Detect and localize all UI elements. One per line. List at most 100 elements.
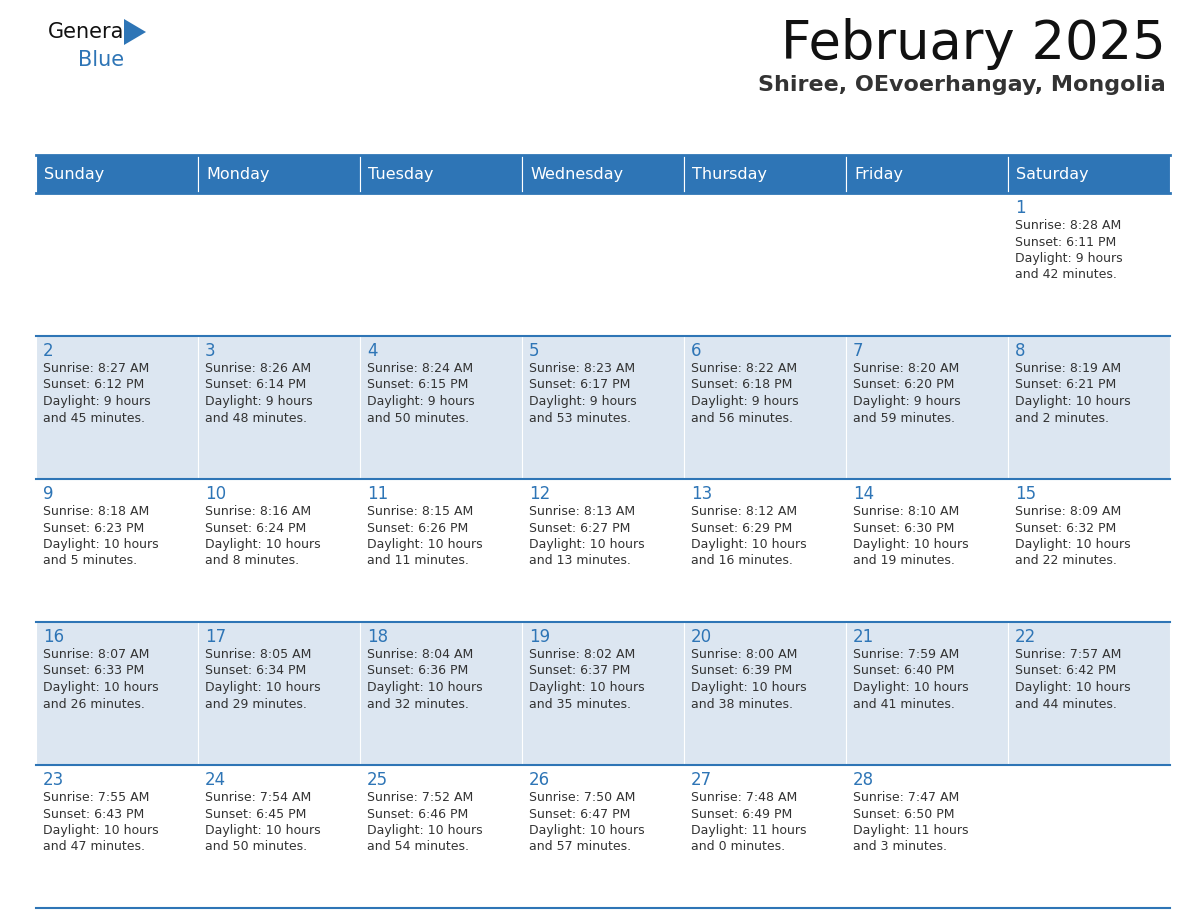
Text: and 56 minutes.: and 56 minutes. — [691, 411, 794, 424]
Text: and 13 minutes.: and 13 minutes. — [529, 554, 631, 567]
Text: 6: 6 — [691, 342, 701, 360]
Text: and 59 minutes.: and 59 minutes. — [853, 411, 955, 424]
Text: Sunset: 6:47 PM: Sunset: 6:47 PM — [529, 808, 631, 821]
Text: 3: 3 — [206, 342, 216, 360]
Text: and 29 minutes.: and 29 minutes. — [206, 698, 307, 711]
Text: Sunday: Sunday — [44, 166, 105, 182]
Text: Daylight: 10 hours: Daylight: 10 hours — [1015, 681, 1131, 694]
Text: Daylight: 10 hours: Daylight: 10 hours — [206, 681, 321, 694]
Text: Sunrise: 8:04 AM: Sunrise: 8:04 AM — [367, 648, 473, 661]
Text: Sunset: 6:45 PM: Sunset: 6:45 PM — [206, 808, 307, 821]
Bar — [846, 155, 1007, 193]
Text: Daylight: 10 hours: Daylight: 10 hours — [691, 538, 807, 551]
Text: and 50 minutes.: and 50 minutes. — [367, 411, 469, 424]
Text: and 5 minutes.: and 5 minutes. — [43, 554, 137, 567]
Text: Daylight: 11 hours: Daylight: 11 hours — [853, 824, 968, 837]
Text: Daylight: 9 hours: Daylight: 9 hours — [43, 395, 151, 408]
Text: 19: 19 — [529, 628, 550, 646]
Text: Daylight: 9 hours: Daylight: 9 hours — [529, 395, 637, 408]
Text: Sunset: 6:30 PM: Sunset: 6:30 PM — [853, 521, 954, 534]
Bar — [522, 155, 684, 193]
Text: Sunrise: 7:55 AM: Sunrise: 7:55 AM — [43, 791, 150, 804]
Bar — [522, 765, 684, 908]
Text: Daylight: 10 hours: Daylight: 10 hours — [1015, 538, 1131, 551]
Text: Sunset: 6:21 PM: Sunset: 6:21 PM — [1015, 378, 1117, 391]
Text: Sunset: 6:42 PM: Sunset: 6:42 PM — [1015, 665, 1117, 677]
Text: and 57 minutes.: and 57 minutes. — [529, 841, 631, 854]
Text: Daylight: 9 hours: Daylight: 9 hours — [206, 395, 312, 408]
Text: and 8 minutes.: and 8 minutes. — [206, 554, 299, 567]
Text: Daylight: 10 hours: Daylight: 10 hours — [206, 538, 321, 551]
Text: 26: 26 — [529, 771, 550, 789]
Text: 12: 12 — [529, 485, 550, 503]
Text: Daylight: 10 hours: Daylight: 10 hours — [43, 681, 159, 694]
Text: and 3 minutes.: and 3 minutes. — [853, 841, 947, 854]
Text: Sunrise: 8:15 AM: Sunrise: 8:15 AM — [367, 505, 473, 518]
Bar — [684, 336, 846, 479]
Text: Sunrise: 8:26 AM: Sunrise: 8:26 AM — [206, 362, 311, 375]
Text: Daylight: 10 hours: Daylight: 10 hours — [529, 681, 645, 694]
Text: and 35 minutes.: and 35 minutes. — [529, 698, 631, 711]
Text: Sunrise: 8:24 AM: Sunrise: 8:24 AM — [367, 362, 473, 375]
Text: and 22 minutes.: and 22 minutes. — [1015, 554, 1117, 567]
Bar — [522, 479, 684, 622]
Text: Daylight: 9 hours: Daylight: 9 hours — [1015, 252, 1123, 265]
Text: Thursday: Thursday — [691, 166, 767, 182]
Text: Wednesday: Wednesday — [530, 166, 624, 182]
Bar — [36, 155, 198, 193]
Bar — [36, 765, 198, 908]
Text: Daylight: 10 hours: Daylight: 10 hours — [529, 824, 645, 837]
Text: 17: 17 — [206, 628, 226, 646]
Text: Sunrise: 8:13 AM: Sunrise: 8:13 AM — [529, 505, 636, 518]
Bar — [522, 336, 684, 479]
Text: Daylight: 10 hours: Daylight: 10 hours — [43, 538, 159, 551]
Bar — [36, 479, 198, 622]
Text: Daylight: 10 hours: Daylight: 10 hours — [367, 824, 482, 837]
Text: 25: 25 — [367, 771, 388, 789]
Bar — [684, 765, 846, 908]
Text: 4: 4 — [367, 342, 378, 360]
Bar — [522, 193, 684, 336]
Text: and 50 minutes.: and 50 minutes. — [206, 841, 308, 854]
Text: and 53 minutes.: and 53 minutes. — [529, 411, 631, 424]
Text: Sunset: 6:39 PM: Sunset: 6:39 PM — [691, 665, 792, 677]
Polygon shape — [124, 19, 146, 45]
Bar — [1007, 622, 1170, 765]
Text: 7: 7 — [853, 342, 864, 360]
Text: 18: 18 — [367, 628, 388, 646]
Text: and 32 minutes.: and 32 minutes. — [367, 698, 469, 711]
Bar — [522, 622, 684, 765]
Text: and 41 minutes.: and 41 minutes. — [853, 698, 955, 711]
Bar — [846, 765, 1007, 908]
Bar — [684, 479, 846, 622]
Text: and 42 minutes.: and 42 minutes. — [1015, 268, 1117, 282]
Text: Daylight: 10 hours: Daylight: 10 hours — [853, 538, 968, 551]
Text: 16: 16 — [43, 628, 64, 646]
Bar — [198, 622, 360, 765]
Text: 24: 24 — [206, 771, 226, 789]
Text: and 44 minutes.: and 44 minutes. — [1015, 698, 1117, 711]
Text: Sunrise: 8:02 AM: Sunrise: 8:02 AM — [529, 648, 636, 661]
Text: Sunset: 6:20 PM: Sunset: 6:20 PM — [853, 378, 954, 391]
Bar — [1007, 765, 1170, 908]
Text: Sunrise: 8:28 AM: Sunrise: 8:28 AM — [1015, 219, 1121, 232]
Text: Sunset: 6:50 PM: Sunset: 6:50 PM — [853, 808, 954, 821]
Bar — [684, 622, 846, 765]
Bar — [36, 193, 198, 336]
Text: Sunset: 6:49 PM: Sunset: 6:49 PM — [691, 808, 792, 821]
Text: and 54 minutes.: and 54 minutes. — [367, 841, 469, 854]
Text: 28: 28 — [853, 771, 874, 789]
Text: Sunrise: 8:00 AM: Sunrise: 8:00 AM — [691, 648, 797, 661]
Text: Sunrise: 7:48 AM: Sunrise: 7:48 AM — [691, 791, 797, 804]
Bar — [1007, 479, 1170, 622]
Text: 27: 27 — [691, 771, 712, 789]
Text: 10: 10 — [206, 485, 226, 503]
Text: Sunset: 6:36 PM: Sunset: 6:36 PM — [367, 665, 468, 677]
Text: Sunset: 6:18 PM: Sunset: 6:18 PM — [691, 378, 792, 391]
Text: 14: 14 — [853, 485, 874, 503]
Text: Daylight: 10 hours: Daylight: 10 hours — [367, 538, 482, 551]
Bar — [198, 479, 360, 622]
Bar — [360, 193, 522, 336]
Text: Daylight: 10 hours: Daylight: 10 hours — [367, 681, 482, 694]
Bar — [684, 193, 846, 336]
